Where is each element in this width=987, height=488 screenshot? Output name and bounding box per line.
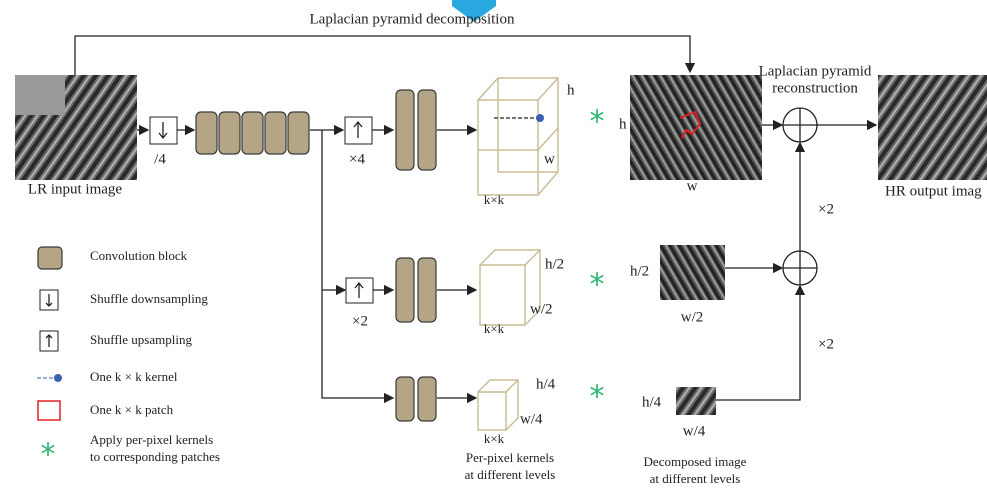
lr-image bbox=[15, 75, 137, 180]
label: w/2 bbox=[530, 301, 553, 317]
diagram: Laplacian pyramid decomposition LR input… bbox=[0, 0, 987, 488]
label: k×k bbox=[484, 192, 505, 207]
caption: at different levels bbox=[465, 467, 556, 482]
legend-icons bbox=[37, 247, 62, 420]
operator: * bbox=[590, 105, 605, 140]
label: h/4 bbox=[536, 376, 556, 392]
operator: * bbox=[590, 268, 605, 303]
label: ×2 bbox=[818, 336, 834, 352]
label: h/4 bbox=[642, 394, 662, 410]
caption: Decomposed image bbox=[644, 454, 747, 469]
label: ×2 bbox=[818, 201, 834, 217]
legend-icon: * bbox=[41, 438, 56, 473]
legend-label: Shuffle downsampling bbox=[90, 291, 208, 306]
label: ×4 bbox=[349, 151, 365, 167]
label: /4 bbox=[154, 151, 166, 167]
caption: Per-pixel kernels bbox=[466, 450, 554, 465]
legend-label: to corresponding patches bbox=[90, 449, 220, 464]
decomposed-image-quarter bbox=[676, 387, 716, 415]
decomposed-image-half bbox=[660, 245, 725, 300]
label: ×2 bbox=[352, 313, 368, 329]
hr-image bbox=[878, 75, 987, 180]
label: k×k bbox=[484, 321, 505, 336]
legend-label: Shuffle upsampling bbox=[90, 332, 192, 347]
legend-label: Convolution block bbox=[90, 248, 188, 263]
label: h/2 bbox=[545, 256, 564, 272]
label: w/4 bbox=[683, 423, 706, 439]
title: Laplacian pyramid decomposition bbox=[310, 11, 515, 27]
caption: at different levels bbox=[650, 471, 741, 486]
label: HR output imag bbox=[885, 183, 982, 199]
label: h bbox=[619, 116, 627, 132]
label: k×k bbox=[484, 431, 505, 446]
label: w/4 bbox=[520, 411, 543, 427]
label: w bbox=[687, 178, 698, 194]
label: LR input image bbox=[28, 181, 122, 197]
conv-blocks bbox=[196, 90, 436, 421]
label: w/2 bbox=[681, 309, 704, 325]
label: h/2 bbox=[630, 263, 649, 279]
legend-label: Apply per-pixel kernels bbox=[90, 432, 213, 447]
label: h bbox=[567, 82, 575, 98]
legend-label: One k × k kernel bbox=[90, 369, 178, 384]
legend-label: One k × k patch bbox=[90, 402, 174, 417]
label: reconstruction bbox=[772, 80, 858, 96]
label: w bbox=[544, 151, 555, 167]
label: Laplacian pyramid bbox=[759, 63, 872, 79]
operator: * bbox=[590, 380, 605, 415]
